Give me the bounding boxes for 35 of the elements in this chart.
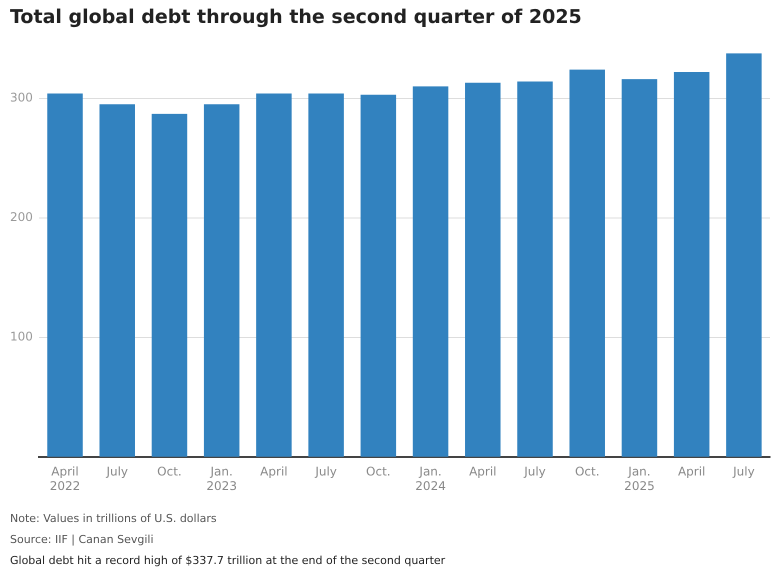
bar bbox=[360, 94, 396, 457]
x-tick-label: July bbox=[314, 464, 337, 479]
text: Note: Values in trillions of U.S. dollars bbox=[10, 511, 218, 527]
bar bbox=[99, 104, 135, 457]
text: Global debt hit a record high of $337.7 trillion at the end of the second quarter bbox=[10, 553, 446, 569]
bar bbox=[569, 70, 605, 457]
y-tick-label: 300 bbox=[10, 90, 33, 104]
x-tick-label: July bbox=[523, 464, 546, 479]
x-tick-label: July bbox=[105, 464, 128, 479]
x-tick-label: April bbox=[260, 464, 288, 479]
x-tick-label: Jan. 2023 bbox=[206, 464, 237, 493]
x-tick-label: Oct. bbox=[366, 464, 391, 479]
bar bbox=[256, 94, 292, 457]
x-tick-label: Oct. bbox=[574, 464, 600, 479]
x-tick-label: April bbox=[678, 464, 706, 479]
bar bbox=[204, 104, 240, 457]
bar bbox=[622, 79, 658, 457]
bar bbox=[517, 82, 553, 457]
y-tick-label: 200 bbox=[10, 210, 33, 224]
x-tick-label: Jan. 2025 bbox=[624, 464, 655, 493]
bar bbox=[308, 94, 344, 457]
source-note: Source: IIF | Canan Sevgili bbox=[10, 532, 155, 548]
chart-title: Total global debt through the second quarter of 2025 bbox=[10, 6, 582, 28]
x-tick-label: April 2022 bbox=[50, 464, 80, 493]
x-tick-label: July bbox=[732, 464, 755, 479]
bar bbox=[465, 82, 501, 457]
bar bbox=[412, 86, 448, 457]
x-tick-label: Oct. bbox=[157, 464, 182, 479]
bar bbox=[726, 53, 762, 457]
x-tick-label: Jan. 2024 bbox=[415, 464, 446, 493]
bar bbox=[674, 72, 710, 457]
x-tick-label: April bbox=[469, 464, 497, 479]
bar bbox=[47, 94, 83, 457]
bar bbox=[152, 114, 188, 457]
y-tick-label: 100 bbox=[10, 330, 33, 344]
